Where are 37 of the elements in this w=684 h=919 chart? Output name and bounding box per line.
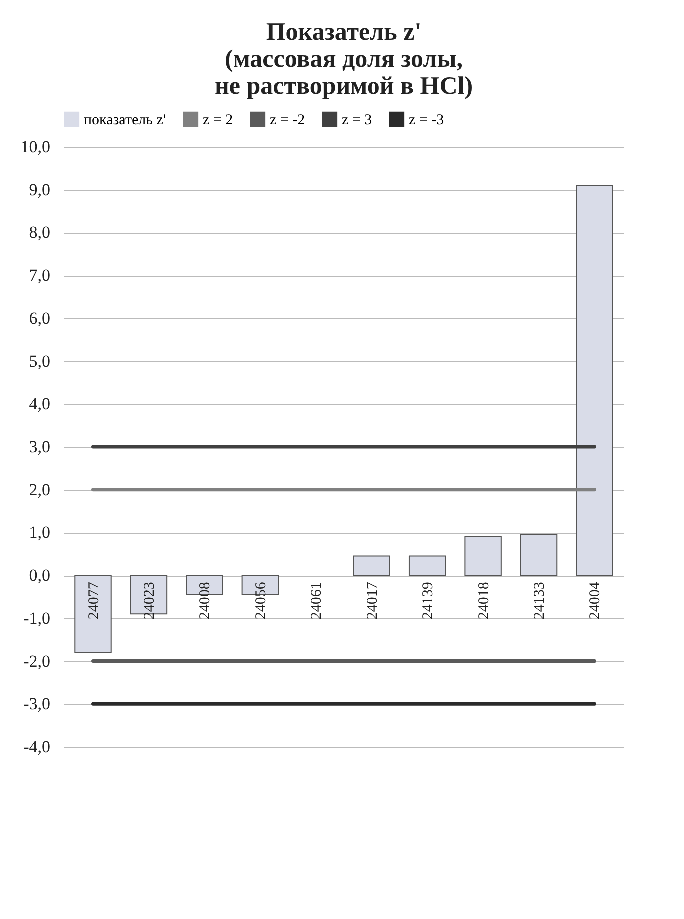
- bar: [520, 534, 558, 576]
- y-tick-label: -2,0: [24, 652, 50, 671]
- x-tick-label: 24133: [532, 582, 548, 620]
- y-tick-label: 4,0: [29, 394, 50, 414]
- y-tick-label: 8,0: [29, 223, 50, 242]
- y-tick-label: 6,0: [29, 308, 50, 328]
- y-tick-label: 5,0: [29, 352, 50, 371]
- legend-label: показатель z': [84, 112, 166, 128]
- x-tick-label: 24018: [476, 582, 492, 620]
- y-tick-label: 1,0: [29, 523, 50, 542]
- legend-label: z = 2: [203, 112, 234, 128]
- x-tick-label: 24004: [588, 582, 604, 620]
- y-tick-label: 0,0: [29, 566, 50, 586]
- y-tick-label: 7,0: [29, 266, 50, 286]
- chart-title: Показатель z' (массовая доля золы, не растворимой в HCl): [214, 19, 474, 100]
- bar: [464, 536, 502, 576]
- y-tick-label: 10,0: [20, 138, 50, 156]
- x-tick-label: 24061: [309, 582, 326, 620]
- x-tick-label: 24023: [142, 582, 158, 620]
- bar: [353, 556, 390, 576]
- legend-label: z = -2: [270, 112, 306, 128]
- y-tick-label: -1,0: [24, 608, 50, 628]
- x-tick-label: 24077: [86, 582, 102, 620]
- y-tick-label: 9,0: [29, 180, 50, 200]
- legend-label: z = -3: [409, 112, 444, 128]
- y-tick-label: 3,0: [29, 438, 50, 456]
- x-tick-label: 24139: [420, 582, 437, 620]
- bar: [576, 185, 614, 576]
- legend-label: z = 3: [342, 112, 372, 128]
- x-tick-label: 24056: [253, 582, 270, 620]
- y-tick-label: -3,0: [24, 694, 50, 714]
- bar: [74, 575, 112, 654]
- bar: [408, 556, 446, 576]
- x-tick-label: 24017: [364, 582, 381, 620]
- x-tick-label: 24008: [198, 582, 214, 620]
- y-tick-label: 2,0: [29, 480, 50, 500]
- y-tick-label: -4,0: [24, 738, 50, 756]
